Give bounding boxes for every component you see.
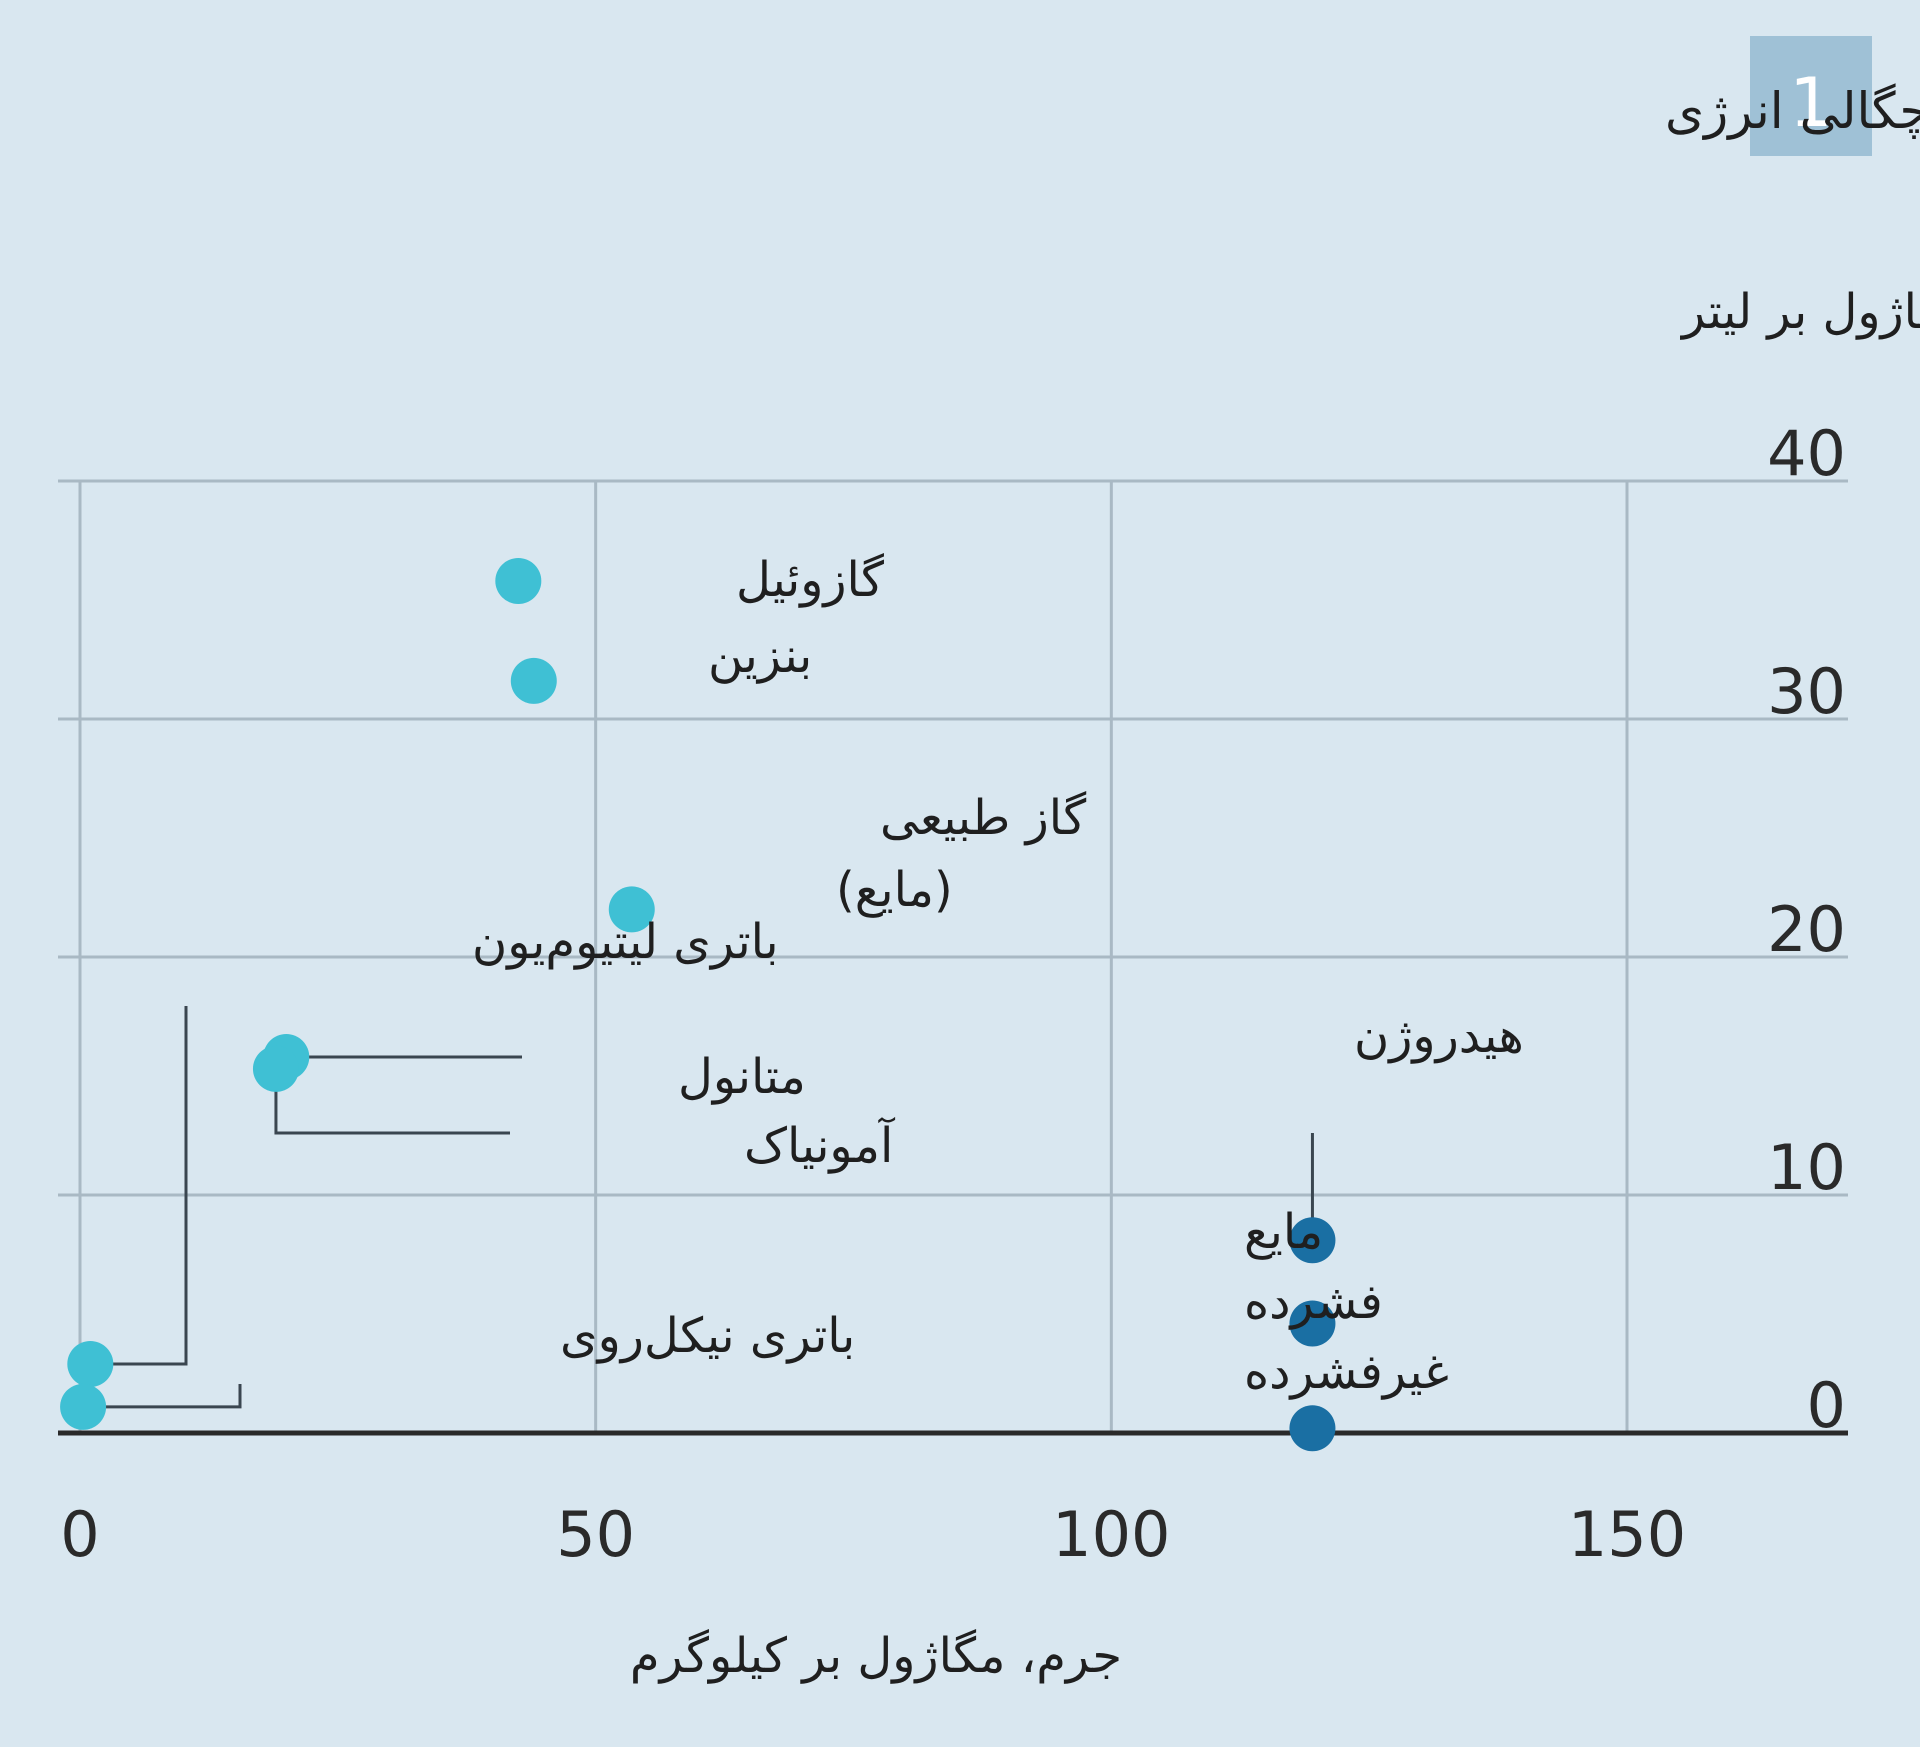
point-ammonia [252, 1045, 299, 1092]
figure-number: 1 [1789, 64, 1832, 143]
label-diesel: گازوئیل [736, 552, 884, 608]
label-ammonia: آمونیاک [744, 1116, 896, 1174]
label-li_ion: باتری لیتیوم‌یون [472, 914, 779, 970]
data-points [60, 557, 1336, 1452]
leader-nizn [83, 1384, 242, 1409]
x-tick-label: 150 [1568, 1498, 1686, 1571]
y-tick-label: 40 [1767, 417, 1846, 490]
point-labels: گازوئیل بنزین گاز طبیعی (مایع) متانول آمونیاک… [472, 552, 1524, 1400]
axes: 0 10 20 30 40 0 50 100 150 [58, 417, 1848, 1571]
y-tick-label: 30 [1767, 655, 1846, 728]
figure-badge: 1 [1750, 36, 1872, 156]
label-h2_liquid: مایع [1244, 1204, 1323, 1260]
label-gasoline: بنزین [708, 628, 812, 684]
chart-title: چگالی انرژی [1665, 82, 1920, 140]
label-h2_uncompressed: غیرفشرده [1244, 1344, 1449, 1400]
y-tick-label: 0 [1807, 1369, 1846, 1442]
point-gasoline [510, 657, 557, 704]
y-tick-label: 10 [1767, 1131, 1846, 1204]
point-h2_compressed [1289, 1300, 1336, 1347]
label-h2_compressed: فشرده [1244, 1274, 1383, 1330]
figure-badge-box [1750, 36, 1872, 156]
label-nizn: باتری نیکل‌روی [560, 1308, 855, 1364]
x-tick-label: 0 [60, 1498, 99, 1571]
y-tick-label: 20 [1767, 893, 1846, 966]
label-hydrogen-group: هیدروژن [1354, 1008, 1524, 1064]
point-h2_uncompressed [1289, 1405, 1336, 1452]
leader-ammonia [274, 1078, 510, 1135]
leader-lines [83, 1006, 1314, 1409]
point-li_ion [67, 1340, 114, 1387]
y-axis-label: حجم، مگاژول بر لیتر [1680, 284, 1920, 340]
point-nizn [60, 1383, 107, 1430]
point-diesel [495, 557, 542, 604]
label-methanol: متانول [678, 1049, 806, 1105]
label-lng: گاز طبیعی [880, 790, 1086, 846]
label-lng-line2: (مایع) [836, 862, 953, 918]
x-axis-label: جرم، مگاژول بر کیلوگرم [630, 1628, 1122, 1684]
point-h2_liquid [1289, 1217, 1336, 1264]
grid [58, 479, 1848, 1433]
leader-li-ion [90, 1006, 188, 1366]
x-tick-label: 50 [556, 1498, 635, 1571]
point-lng [608, 886, 655, 933]
x-tick-label: 100 [1052, 1498, 1170, 1571]
